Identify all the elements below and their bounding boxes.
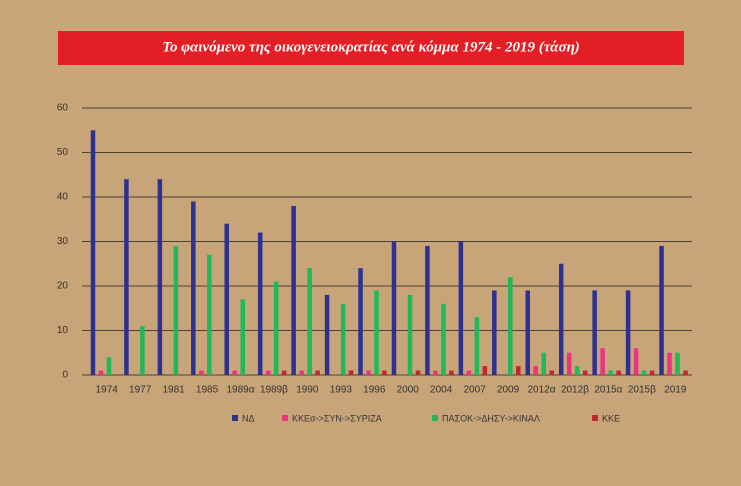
y-tick-label: 20 bbox=[57, 281, 69, 292]
bar bbox=[482, 366, 488, 375]
bar bbox=[324, 294, 330, 375]
legend-label: ΠΑΣΟΚ->ΔΗΣΥ->ΚΙΝΑΛ bbox=[442, 413, 540, 423]
bar bbox=[348, 370, 354, 375]
x-tick-label: 1989β bbox=[260, 385, 288, 396]
legend-swatch bbox=[432, 415, 438, 421]
y-tick-label: 50 bbox=[57, 147, 69, 158]
x-tick-label: 1985 bbox=[196, 385, 219, 396]
bar bbox=[224, 223, 229, 375]
bar bbox=[675, 352, 680, 375]
bar bbox=[382, 370, 387, 375]
bar bbox=[566, 352, 572, 375]
bar bbox=[340, 303, 346, 375]
y-tick-label: 30 bbox=[57, 236, 69, 247]
bar bbox=[667, 352, 672, 375]
x-tick-label: 1974 bbox=[96, 385, 119, 396]
bar bbox=[273, 281, 279, 375]
title-banner bbox=[58, 31, 684, 65]
bar bbox=[582, 370, 588, 375]
x-tick-label: 2009 bbox=[497, 385, 520, 396]
legend-label: ΝΔ bbox=[242, 413, 255, 423]
x-tick-label: 1990 bbox=[296, 385, 319, 396]
bar bbox=[199, 370, 204, 375]
x-tick-label: 2015α bbox=[594, 385, 622, 396]
bar bbox=[157, 179, 163, 375]
bar bbox=[106, 357, 112, 375]
bar bbox=[492, 290, 497, 375]
legend-label: ΚΚΕσ->ΣΥΝ->ΣΥΡΙΖΑ bbox=[292, 413, 382, 423]
bar bbox=[433, 370, 438, 375]
x-tick-label: 2015β bbox=[628, 385, 656, 396]
x-tick-label: 1989α bbox=[226, 385, 254, 396]
bar bbox=[307, 268, 312, 375]
chart-title: Το φαινόμενο της οικογενειοκρατίας ανά κ… bbox=[162, 39, 580, 55]
legend-swatch bbox=[232, 415, 238, 421]
bar bbox=[281, 370, 287, 375]
bar bbox=[140, 326, 145, 375]
bar bbox=[366, 370, 371, 375]
x-tick-label: 2007 bbox=[463, 385, 486, 396]
y-tick-label: 40 bbox=[57, 192, 69, 203]
bar bbox=[173, 245, 179, 375]
bar bbox=[441, 303, 446, 375]
bar bbox=[466, 370, 472, 375]
bar bbox=[533, 366, 538, 375]
bar bbox=[558, 263, 564, 375]
bar bbox=[358, 268, 363, 375]
bar bbox=[207, 254, 212, 375]
x-tick-label: 1981 bbox=[162, 385, 185, 396]
bar bbox=[574, 366, 580, 375]
bar bbox=[391, 241, 397, 375]
bar bbox=[641, 370, 647, 375]
bar bbox=[508, 277, 513, 375]
legend-label: ΚΚΕ bbox=[602, 413, 620, 423]
y-tick-label: 10 bbox=[57, 325, 69, 336]
bar bbox=[124, 179, 129, 375]
bar bbox=[90, 130, 96, 375]
bar bbox=[608, 370, 613, 375]
x-tick-label: 2019 bbox=[664, 385, 687, 396]
legend-swatch bbox=[592, 415, 598, 421]
bar bbox=[683, 370, 688, 375]
bar bbox=[649, 370, 655, 375]
bar bbox=[600, 348, 605, 375]
x-tick-label: 2012β bbox=[561, 385, 589, 396]
bar bbox=[291, 205, 296, 375]
bar bbox=[516, 366, 521, 375]
x-tick-label: 2012α bbox=[527, 385, 555, 396]
bar bbox=[265, 370, 271, 375]
bar bbox=[98, 370, 104, 375]
bar bbox=[232, 370, 237, 375]
bar bbox=[525, 290, 530, 375]
bar bbox=[257, 232, 263, 375]
x-tick-label: 1996 bbox=[363, 385, 386, 396]
bar bbox=[299, 370, 304, 375]
bar bbox=[240, 299, 245, 375]
legend-swatch bbox=[282, 415, 288, 421]
bar bbox=[541, 352, 546, 375]
y-tick-label: 60 bbox=[57, 103, 69, 114]
x-tick-label: 2000 bbox=[397, 385, 420, 396]
x-tick-label: 1977 bbox=[129, 385, 152, 396]
bar bbox=[191, 201, 196, 375]
bar bbox=[549, 370, 554, 375]
bar bbox=[458, 241, 464, 375]
x-tick-label: 1993 bbox=[330, 385, 353, 396]
bar bbox=[616, 370, 621, 375]
bar bbox=[625, 290, 631, 375]
bar bbox=[592, 290, 597, 375]
x-tick-label: 2004 bbox=[430, 385, 453, 396]
y-tick-label: 0 bbox=[62, 370, 68, 381]
bar bbox=[659, 245, 664, 375]
bar bbox=[633, 348, 639, 375]
bar bbox=[407, 294, 413, 375]
bar bbox=[425, 245, 430, 375]
bar bbox=[374, 290, 379, 375]
bar bbox=[449, 370, 454, 375]
bar bbox=[415, 370, 421, 375]
bar bbox=[315, 370, 320, 375]
bar bbox=[474, 317, 480, 375]
